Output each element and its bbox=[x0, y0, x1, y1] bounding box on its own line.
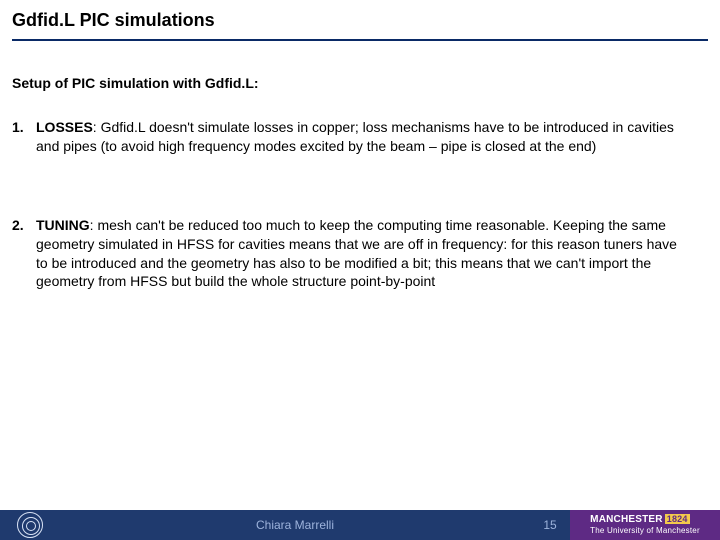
item-number: 2. bbox=[12, 216, 36, 292]
setup-subhead: Setup of PIC simulation with Gdfid.L: bbox=[12, 75, 259, 91]
title-underline bbox=[12, 39, 708, 41]
item-lead: TUNING bbox=[36, 217, 90, 233]
footer-bar: Chiara Marrelli 15 MANCHESTER1824 The Un… bbox=[0, 510, 720, 540]
brand-year: 1824 bbox=[665, 514, 690, 524]
footer-author: Chiara Marrelli bbox=[60, 518, 530, 532]
cern-logo-area bbox=[0, 510, 60, 540]
body-text: 1. LOSSES: Gdfid.L doesn't simulate loss… bbox=[12, 118, 690, 351]
footer-page-number: 15 bbox=[530, 518, 570, 532]
list-item: 2. TUNING: mesh can't be reduced too muc… bbox=[12, 216, 690, 292]
title-block: Gdfid.L PIC simulations bbox=[12, 10, 708, 41]
item-number: 1. bbox=[12, 118, 36, 156]
slide: Gdfid.L PIC simulations Setup of PIC sim… bbox=[0, 0, 720, 540]
item-body: : Gdfid.L doesn't simulate losses in cop… bbox=[36, 119, 674, 154]
brand-main: MANCHESTER bbox=[590, 514, 663, 525]
item-text: TUNING: mesh can't be reduced too much t… bbox=[36, 216, 690, 292]
item-lead: LOSSES bbox=[36, 119, 93, 135]
manchester-wordmark: MANCHESTER1824 The University of Manches… bbox=[590, 515, 700, 535]
list-item: 1. LOSSES: Gdfid.L doesn't simulate loss… bbox=[12, 118, 690, 156]
item-text: LOSSES: Gdfid.L doesn't simulate losses … bbox=[36, 118, 690, 156]
brand-subtitle: The University of Manchester bbox=[590, 527, 700, 535]
slide-title: Gdfid.L PIC simulations bbox=[12, 10, 708, 37]
item-body: : mesh can't be reduced too much to keep… bbox=[36, 217, 677, 290]
cern-logo-icon bbox=[17, 512, 43, 538]
manchester-brand: MANCHESTER1824 The University of Manches… bbox=[570, 510, 720, 540]
